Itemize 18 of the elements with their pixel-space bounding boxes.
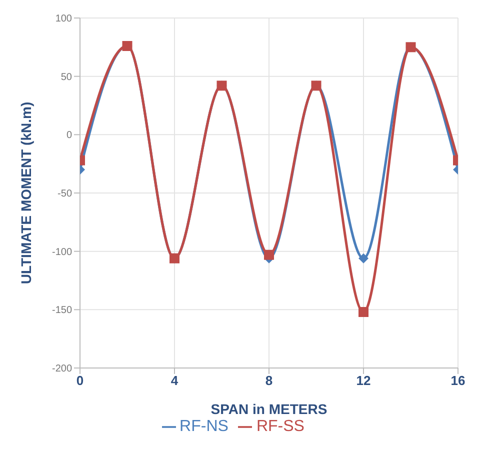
y-tick-label: -150 xyxy=(52,305,72,316)
point xyxy=(264,250,274,260)
y-tick-label: -100 xyxy=(52,246,72,258)
y-tick-label: -200 xyxy=(52,364,72,375)
x-tick-label: 8 xyxy=(265,373,273,388)
point xyxy=(358,307,368,317)
y-tick-label: 100 xyxy=(55,14,72,25)
y-tick-label: 50 xyxy=(60,72,72,83)
y-axis-title: ULTIMATE MOMENT (kN.m) xyxy=(18,102,34,284)
legend-label: RF-NS xyxy=(180,418,228,435)
x-tick-label: 0 xyxy=(76,373,84,388)
x-tick-label: 16 xyxy=(450,373,466,388)
x-tick-label: 4 xyxy=(170,373,179,388)
y-tick-label: -50 xyxy=(58,188,72,200)
legend-label: RF-SS xyxy=(256,418,304,435)
x-tick-label: 12 xyxy=(356,373,371,388)
y-tick-label: 0 xyxy=(66,130,72,142)
x-axis-title: SPAN in METERS xyxy=(210,401,328,417)
